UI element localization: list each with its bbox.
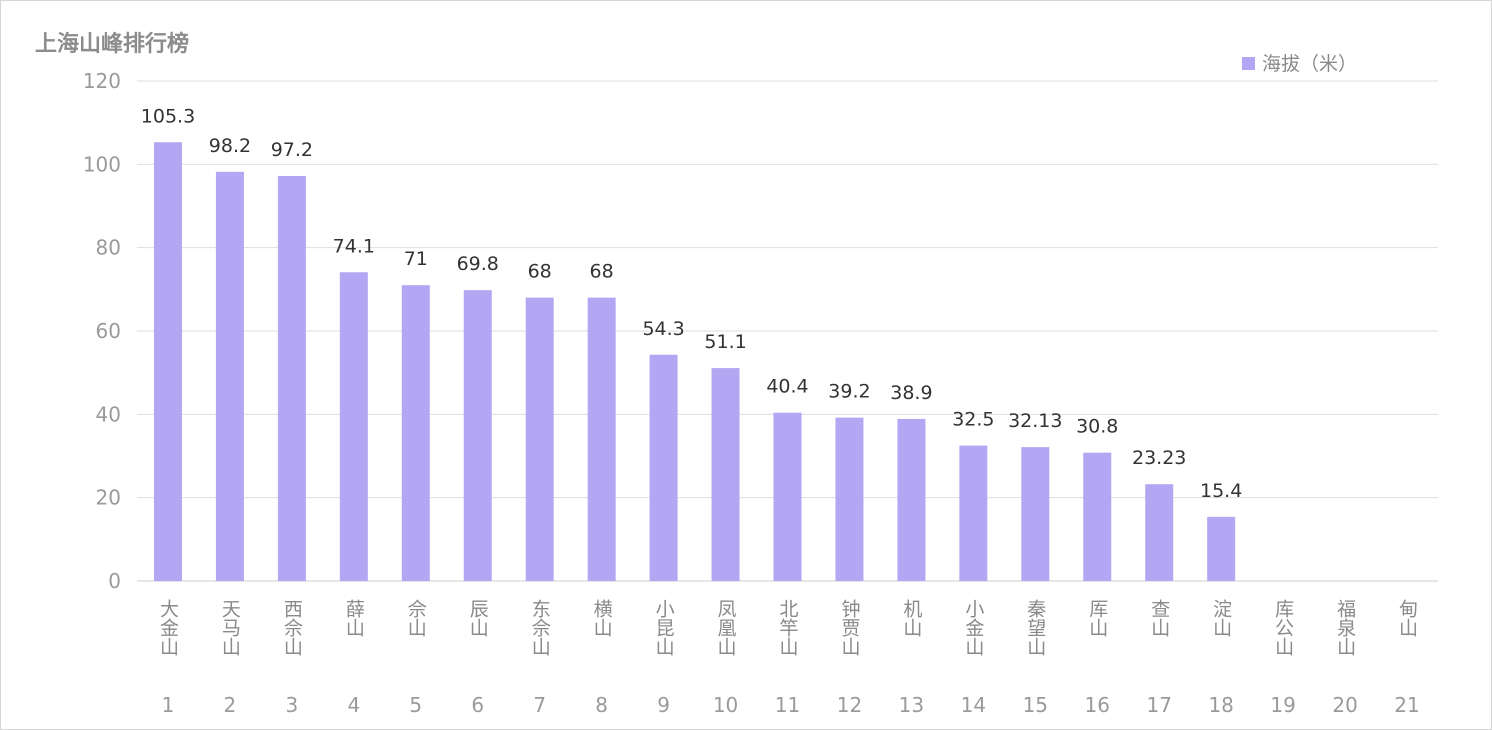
bar-series <box>153 142 1236 582</box>
data-label: 54.3 <box>642 318 684 340</box>
data-label: 98.2 <box>209 135 251 157</box>
index-label: 21 <box>1394 693 1419 717</box>
y-tick-label: 60 <box>96 319 121 343</box>
category-label: 小金山 <box>962 599 984 656</box>
y-tick-label: 40 <box>96 402 121 426</box>
category-label: 甸山 <box>1396 599 1418 637</box>
data-label: 32.13 <box>1008 410 1062 432</box>
data-labels: 105.3 98.2 97.2 74.1 71 69.8 68 68 54.3 51.1 40.4 3… <box>141 105 1243 502</box>
category-label: 辰山 <box>467 599 489 637</box>
category-label: 大金山 <box>157 599 179 656</box>
category-label: 凤凰山 <box>715 599 737 656</box>
index-label: 1 <box>162 693 175 717</box>
bar <box>1021 447 1050 581</box>
bar <box>215 171 244 582</box>
index-label: 6 <box>471 693 484 717</box>
legend-label: 海拔（米） <box>1262 53 1357 75</box>
bar <box>711 368 740 581</box>
chart-title: 上海山峰排行榜 <box>35 31 189 57</box>
data-label: 23.23 <box>1132 447 1186 469</box>
bar <box>897 418 926 581</box>
index-label: 4 <box>347 693 360 717</box>
bar <box>1145 484 1174 581</box>
bar <box>525 297 554 581</box>
bar <box>587 297 616 581</box>
bar <box>463 290 492 581</box>
data-label: 68 <box>528 261 552 283</box>
bar <box>1083 452 1112 581</box>
index-label: 17 <box>1146 693 1171 717</box>
index-label: 14 <box>961 693 986 717</box>
category-label: 钟贾山 <box>838 599 860 656</box>
data-label: 38.9 <box>890 382 932 404</box>
data-label: 40.4 <box>766 376 808 398</box>
legend-swatch <box>1242 57 1255 70</box>
bar <box>401 285 430 581</box>
data-label: 15.4 <box>1200 480 1242 502</box>
index-label: 13 <box>899 693 924 717</box>
bar <box>153 142 182 581</box>
bar <box>835 417 864 581</box>
index-label: 18 <box>1208 693 1233 717</box>
index-label: 15 <box>1023 693 1048 717</box>
category-label: 东佘山 <box>529 599 551 656</box>
category-label: 库公山 <box>1272 599 1294 656</box>
y-tick-label: 20 <box>96 486 121 510</box>
bar <box>959 445 988 581</box>
data-label: 39.2 <box>828 381 870 403</box>
index-label: 16 <box>1085 693 1110 717</box>
bar <box>773 412 802 581</box>
category-label: 小昆山 <box>653 599 675 656</box>
bar <box>1207 516 1236 581</box>
category-label: 薛山 <box>343 599 365 637</box>
index-label: 19 <box>1270 693 1295 717</box>
category-label: 查山 <box>1148 599 1170 637</box>
index-label: 3 <box>286 693 299 717</box>
data-label: 105.3 <box>141 105 195 127</box>
category-label: 佘山 <box>405 599 427 637</box>
axes: 0 20 40 60 80 100 120 大金山 1 天马山 2 西佘山 3 薛山 4 佘山 5 辰山 6 东佘山 7… <box>83 69 1420 717</box>
data-label: 32.5 <box>952 409 994 431</box>
legend: 海拔（米） <box>1242 53 1357 75</box>
y-tick-label: 120 <box>83 69 121 93</box>
index-label: 7 <box>533 693 546 717</box>
data-label: 97.2 <box>271 139 313 161</box>
data-label: 51.1 <box>704 331 746 353</box>
category-label: 淀山 <box>1210 599 1232 637</box>
index-label: 10 <box>713 693 738 717</box>
bar <box>339 272 368 581</box>
y-tick-label: 100 <box>83 152 121 176</box>
index-label: 9 <box>657 693 670 717</box>
category-label: 福泉山 <box>1334 599 1356 656</box>
category-label: 北竿山 <box>777 599 799 656</box>
category-label: 秦望山 <box>1024 599 1046 656</box>
index-label: 12 <box>837 693 862 717</box>
bar <box>649 354 678 581</box>
y-tick-label: 0 <box>108 569 121 593</box>
data-label: 74.1 <box>333 235 375 257</box>
y-tick-label: 80 <box>96 236 121 260</box>
category-label: 机山 <box>900 599 922 637</box>
data-label: 69.8 <box>457 253 499 275</box>
data-label: 30.8 <box>1076 416 1118 438</box>
data-label: 68 <box>590 261 614 283</box>
index-label: 20 <box>1332 693 1357 717</box>
index-label: 11 <box>775 693 800 717</box>
data-label: 71 <box>404 248 428 270</box>
bar <box>277 176 306 581</box>
index-label: 2 <box>224 693 237 717</box>
index-label: 5 <box>409 693 422 717</box>
category-label: 厍山 <box>1086 599 1108 637</box>
category-label: 天马山 <box>219 599 241 656</box>
category-label: 横山 <box>591 599 613 637</box>
category-label: 西佘山 <box>281 599 303 656</box>
index-label: 8 <box>595 693 608 717</box>
